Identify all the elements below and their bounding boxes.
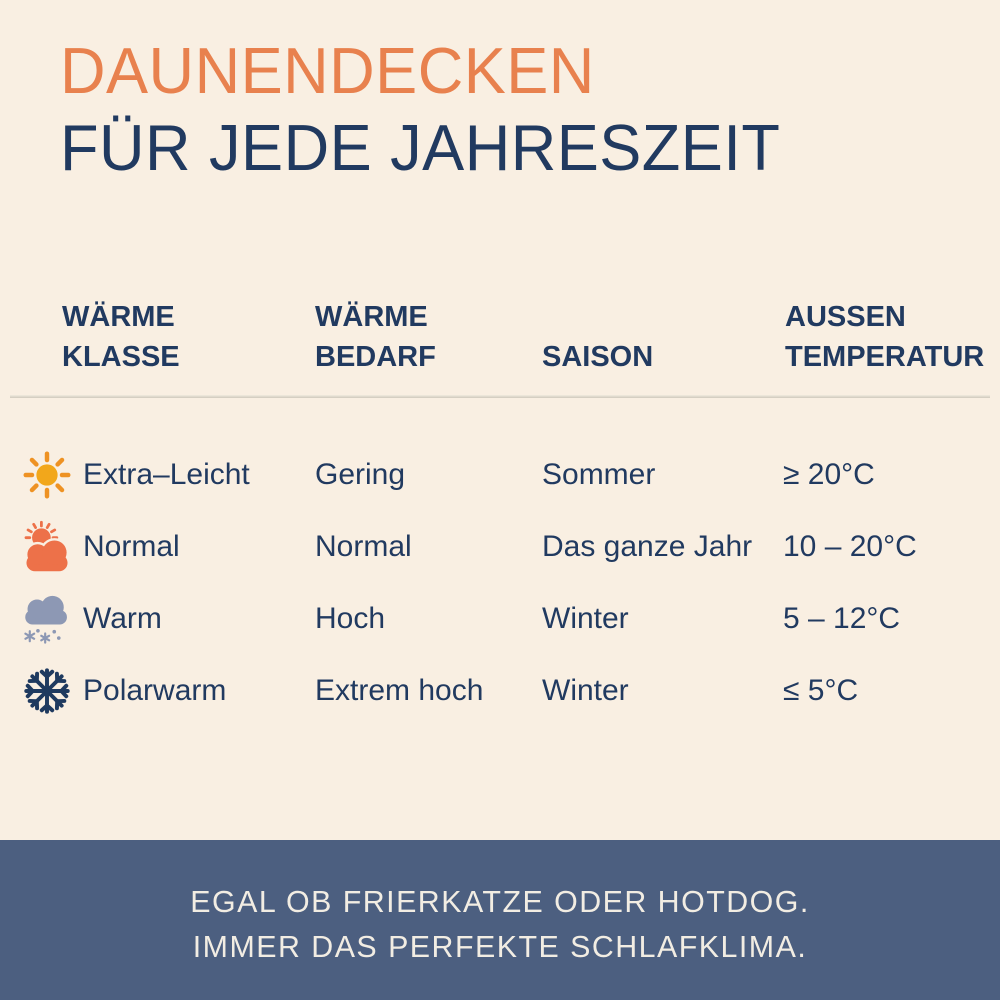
sun-icon [16, 446, 78, 504]
temperatur-value: 5 – 12°C [783, 602, 901, 635]
waermebedarf-value: Normal [315, 530, 412, 563]
table-header-row: WÄRME KLASSE WÄRME BEDARF SAISON AUSSEN … [0, 297, 1000, 377]
saison-value: Sommer [542, 458, 656, 491]
table-row: Polarwarm Extrem hoch Winter ≤ 5°C [0, 655, 1000, 727]
footer-banner: EGAL OB FRIERKATZE ODER HOTDOG. IMMER DA… [0, 840, 1000, 1000]
sun-cloud-icon [16, 519, 78, 575]
header-line: AUSSEN [785, 301, 906, 333]
header-divider [10, 395, 990, 398]
waermebedarf-value: Hoch [315, 602, 386, 635]
header-line: WÄRME [62, 301, 175, 333]
waermeklasse-value: Polarwarm [83, 674, 227, 707]
column-header-waermebedarf: WÄRME BEDARF [315, 297, 436, 377]
column-header-saison: SAISON [542, 337, 653, 377]
title-block: DAUNENDECKEN FÜR JEDE JAHRESZEIT [60, 32, 803, 186]
header-line: WÄRME [315, 301, 428, 333]
temperatur-value: 10 – 20°C [783, 530, 917, 563]
snowflake-icon [16, 664, 78, 718]
saison-value: Winter [542, 602, 629, 635]
page-title-line2: FÜR JEDE JAHRESZEIT [60, 111, 781, 184]
table-row: Warm Hoch Winter 5 – 12°C [0, 583, 1000, 655]
column-header-waermeklasse: WÄRME KLASSE [62, 297, 180, 377]
footer-line2: IMMER DAS PERFEKTE SCHLAFKLIMA. [192, 929, 808, 964]
saison-value: Das ganze Jahr [542, 530, 753, 563]
footer-line1: EGAL OB FRIERKATZE ODER HOTDOG. [190, 884, 810, 919]
waermeklasse-value: Extra–Leicht [83, 458, 250, 491]
header-line: SAISON [542, 341, 654, 373]
column-header-aussentemperatur: AUSSEN TEMPERATUR [785, 297, 984, 377]
page-title: DAUNENDECKEN FÜR JEDE JAHRESZEIT [60, 32, 803, 186]
waermeklasse-value: Normal [83, 530, 180, 563]
saison-value: Winter [542, 674, 629, 707]
snow-cloud-icon [16, 590, 78, 648]
table-row: Normal Normal Das ganze Jahr 10 – 20°C [0, 511, 1000, 583]
header-line: TEMPERATUR [785, 341, 985, 373]
page-title-line1: DAUNENDECKEN [60, 34, 595, 107]
waermeklasse-value: Warm [83, 602, 162, 635]
header-line: BEDARF [315, 341, 436, 373]
table-body: Extra–Leicht Gering Sommer ≥ 20°C [0, 439, 1000, 727]
waermebedarf-value: Extrem hoch [315, 674, 484, 707]
table-row: Extra–Leicht Gering Sommer ≥ 20°C [0, 439, 1000, 511]
temperatur-value: ≥ 20°C [783, 458, 875, 491]
temperatur-value: ≤ 5°C [783, 674, 859, 707]
waermebedarf-value: Gering [315, 458, 406, 491]
header-line: KLASSE [62, 341, 180, 373]
